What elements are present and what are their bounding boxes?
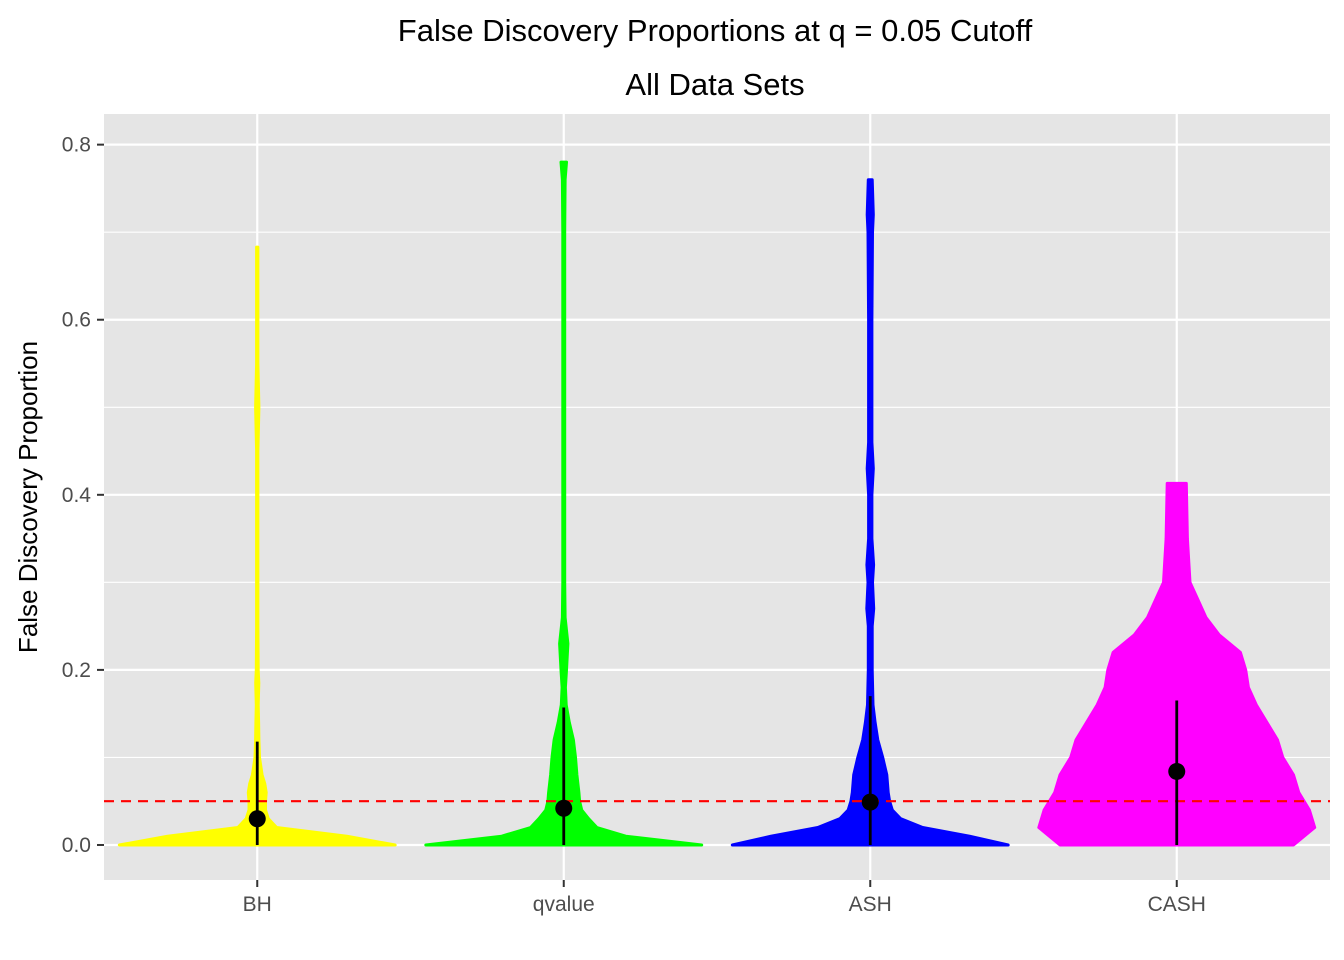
summary-markers xyxy=(248,696,1186,845)
summary-point-ash xyxy=(861,793,879,811)
chart-subtitle: All Data Sets xyxy=(625,67,804,102)
violins xyxy=(117,160,1317,847)
x-axis: BH qvalue ASH CASH xyxy=(243,880,1206,916)
y-tick-label: 0.6 xyxy=(62,309,91,332)
y-axis: 0.0 0.2 0.4 0.6 0.8 xyxy=(62,134,104,857)
chart-title: False Discovery Proportions at q = 0.05 … xyxy=(398,13,1033,48)
x-tick-label: BH xyxy=(243,893,272,916)
summary-point-qvalue xyxy=(555,799,573,817)
y-tick-label: 0.0 xyxy=(62,834,91,857)
y-axis-title: False Discovery Proportion xyxy=(13,341,43,653)
y-tick-label: 0.8 xyxy=(62,134,91,157)
violin-bh xyxy=(117,245,397,847)
violin-qvalue xyxy=(424,160,704,847)
y-tick-label: 0.4 xyxy=(62,484,92,507)
x-tick-label: qvalue xyxy=(533,893,595,916)
violin-ash xyxy=(730,178,1010,847)
summary-point-cash xyxy=(1168,762,1186,780)
violin-cash xyxy=(1037,481,1317,847)
x-tick-label: ASH xyxy=(849,893,892,916)
summary-point-bh xyxy=(248,810,266,828)
x-tick-label: CASH xyxy=(1148,893,1206,916)
y-tick-label: 0.2 xyxy=(62,659,91,682)
